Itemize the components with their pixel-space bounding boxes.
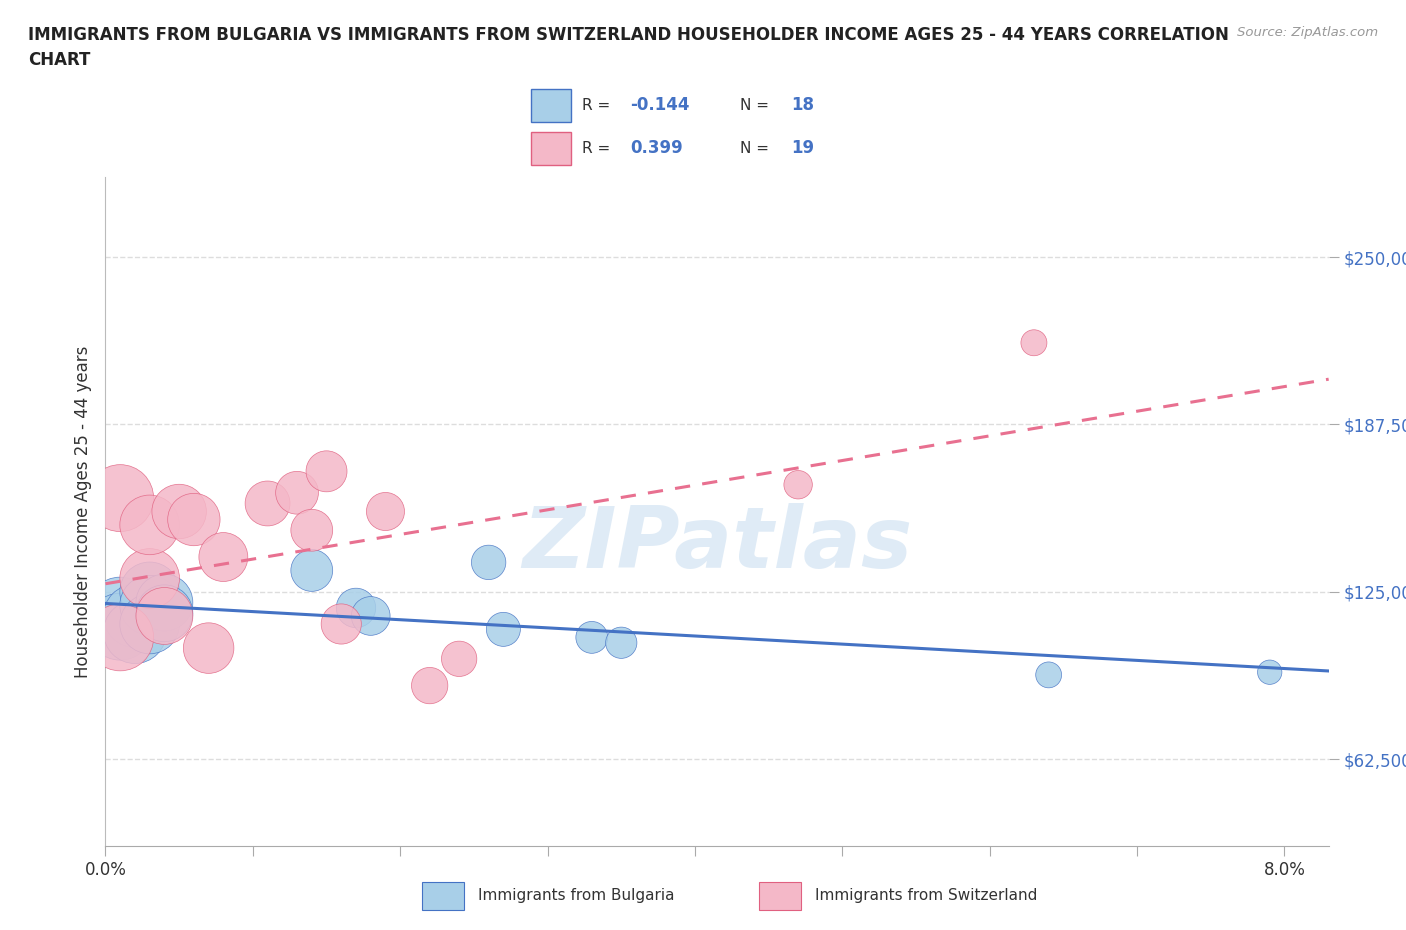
Point [108, 630, 131, 644]
Point [1258, 665, 1281, 680]
Point [212, 550, 235, 565]
Point [138, 584, 160, 599]
Point [301, 563, 323, 578]
Point [108, 604, 131, 618]
Point [138, 617, 160, 631]
FancyBboxPatch shape [531, 89, 571, 122]
Point [153, 595, 176, 610]
Text: Immigrants from Bulgaria: Immigrants from Bulgaria [478, 887, 675, 903]
Text: R =: R = [582, 140, 616, 156]
FancyBboxPatch shape [759, 883, 801, 910]
Text: Immigrants from Switzerland: Immigrants from Switzerland [815, 887, 1038, 903]
Text: ZIPatlas: ZIPatlas [522, 503, 912, 587]
Point [330, 617, 353, 631]
FancyBboxPatch shape [422, 883, 464, 910]
Point [449, 651, 471, 666]
Point [1022, 336, 1045, 351]
Point [138, 517, 160, 532]
Point [344, 601, 367, 616]
Point [610, 635, 633, 650]
Text: N =: N = [740, 98, 773, 113]
Y-axis label: Householder Income Ages 25 - 44 years: Householder Income Ages 25 - 44 years [73, 345, 91, 678]
Point [478, 555, 501, 570]
Text: IMMIGRANTS FROM BULGARIA VS IMMIGRANTS FROM SWITZERLAND HOUSEHOLDER INCOME AGES : IMMIGRANTS FROM BULGARIA VS IMMIGRANTS F… [28, 26, 1229, 44]
Text: R =: R = [582, 98, 616, 113]
Text: 18: 18 [790, 97, 814, 114]
Point [787, 477, 810, 492]
Point [167, 504, 190, 519]
Point [315, 464, 337, 479]
Text: -0.144: -0.144 [630, 97, 689, 114]
Point [301, 523, 323, 538]
Point [374, 504, 396, 519]
Point [124, 608, 146, 623]
Text: 0.399: 0.399 [630, 140, 683, 157]
Point [197, 641, 219, 656]
Point [256, 496, 278, 511]
Point [1038, 668, 1060, 683]
Point [108, 619, 131, 634]
Text: CHART: CHART [28, 51, 90, 69]
FancyBboxPatch shape [531, 132, 571, 165]
Point [138, 598, 160, 613]
Point [492, 622, 515, 637]
Point [285, 485, 308, 500]
Text: Source: ZipAtlas.com: Source: ZipAtlas.com [1237, 26, 1378, 39]
Point [124, 625, 146, 640]
Point [183, 512, 205, 527]
Point [419, 678, 441, 693]
Point [153, 605, 176, 620]
Text: 19: 19 [790, 140, 814, 157]
Point [138, 571, 160, 586]
Point [153, 608, 176, 623]
Point [581, 630, 603, 644]
Point [108, 491, 131, 506]
Text: N =: N = [740, 140, 773, 156]
Point [360, 608, 382, 623]
